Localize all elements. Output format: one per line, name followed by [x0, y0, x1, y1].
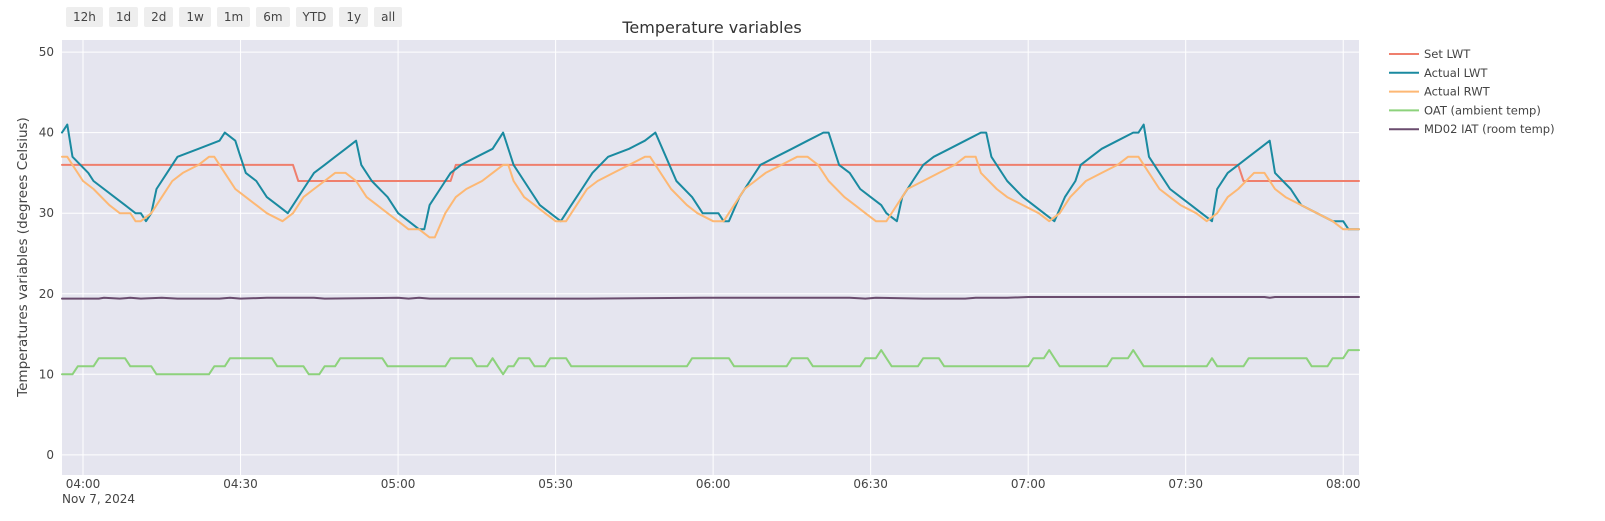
x-tick-label: 05:00 — [381, 477, 416, 491]
y-gridlines — [62, 51, 1359, 456]
range-button-ytd[interactable]: YTD — [295, 7, 334, 27]
x-tick-label: 06:00 — [696, 477, 731, 491]
series-line-oat-ambient-temp — [61, 349, 1360, 376]
x-tick-label: 04:30 — [223, 477, 258, 491]
plot-background — [62, 40, 1359, 475]
x-date-label: Nov 7, 2024 — [62, 492, 135, 506]
series-line-actual-lwt — [61, 123, 1360, 231]
legend-label: Actual LWT — [1424, 66, 1488, 80]
range-button-1m[interactable]: 1m — [216, 7, 251, 27]
x-tick-label: 07:00 — [1011, 477, 1046, 491]
range-button-1y[interactable]: 1y — [339, 7, 369, 27]
y-tick-labels: 0 10 20 30 40 50 — [39, 45, 54, 462]
series-line-actual-rwt — [61, 155, 1360, 239]
y-tick-label: 20 — [39, 287, 54, 301]
legend-item-oat-ambient-temp[interactable]: OAT (ambient temp) — [1389, 103, 1541, 117]
series-line-set-lwt — [61, 163, 1360, 182]
range-button-6m[interactable]: 6m — [256, 7, 290, 27]
y-tick-label: 30 — [39, 206, 54, 220]
legend-label: MD02 IAT (room temp) — [1424, 122, 1555, 136]
x-tick-label: 08:00 — [1326, 477, 1361, 491]
series-line-md02-iat-room-temp — [61, 296, 1360, 300]
y-tick-label: 50 — [39, 45, 54, 59]
y-tick-label: 10 — [39, 367, 54, 381]
range-button-all[interactable]: all — [374, 7, 403, 27]
legend-item-set-lwt[interactable]: Set LWT — [1389, 47, 1471, 61]
y-axis-title: Temperatures variables (degrees Celsius) — [15, 117, 31, 398]
legend-item-actual-rwt[interactable]: Actual RWT — [1389, 85, 1491, 99]
range-button-2d[interactable]: 2d — [144, 7, 174, 27]
x-gridlines — [82, 40, 1344, 475]
legend-item-md02-iat-room-temp[interactable]: MD02 IAT (room temp) — [1389, 122, 1555, 136]
legend-item-actual-lwt[interactable]: Actual LWT — [1389, 66, 1488, 80]
range-button-12h[interactable]: 12h — [66, 7, 103, 27]
x-tick-labels: 04:00 04:30 05:00 05:30 06:00 06:30 07:00 07:30… — [66, 477, 1361, 491]
y-tick-label: 40 — [39, 126, 54, 140]
legend-label: OAT (ambient temp) — [1424, 103, 1541, 117]
legend-label: Actual RWT — [1424, 85, 1491, 99]
x-tick-label: 05:30 — [538, 477, 573, 491]
range-button-1d[interactable]: 1d — [108, 7, 139, 27]
chart-title: Temperature variables — [621, 18, 801, 37]
range-button-1w[interactable]: 1w — [179, 7, 211, 27]
legend-label: Set LWT — [1424, 47, 1471, 61]
x-tick-label: 04:00 — [66, 477, 101, 491]
legend: Set LWT Actual LWT Actual RWT OAT (ambient … — [1389, 47, 1555, 136]
x-tick-label: 07:30 — [1168, 477, 1203, 491]
y-tick-label: 0 — [46, 448, 54, 462]
series-lines — [61, 123, 1360, 376]
range-selector: 12h 1d 2d 1w 1m 6m YTD 1y all — [66, 7, 403, 27]
x-tick-label: 06:30 — [853, 477, 888, 491]
